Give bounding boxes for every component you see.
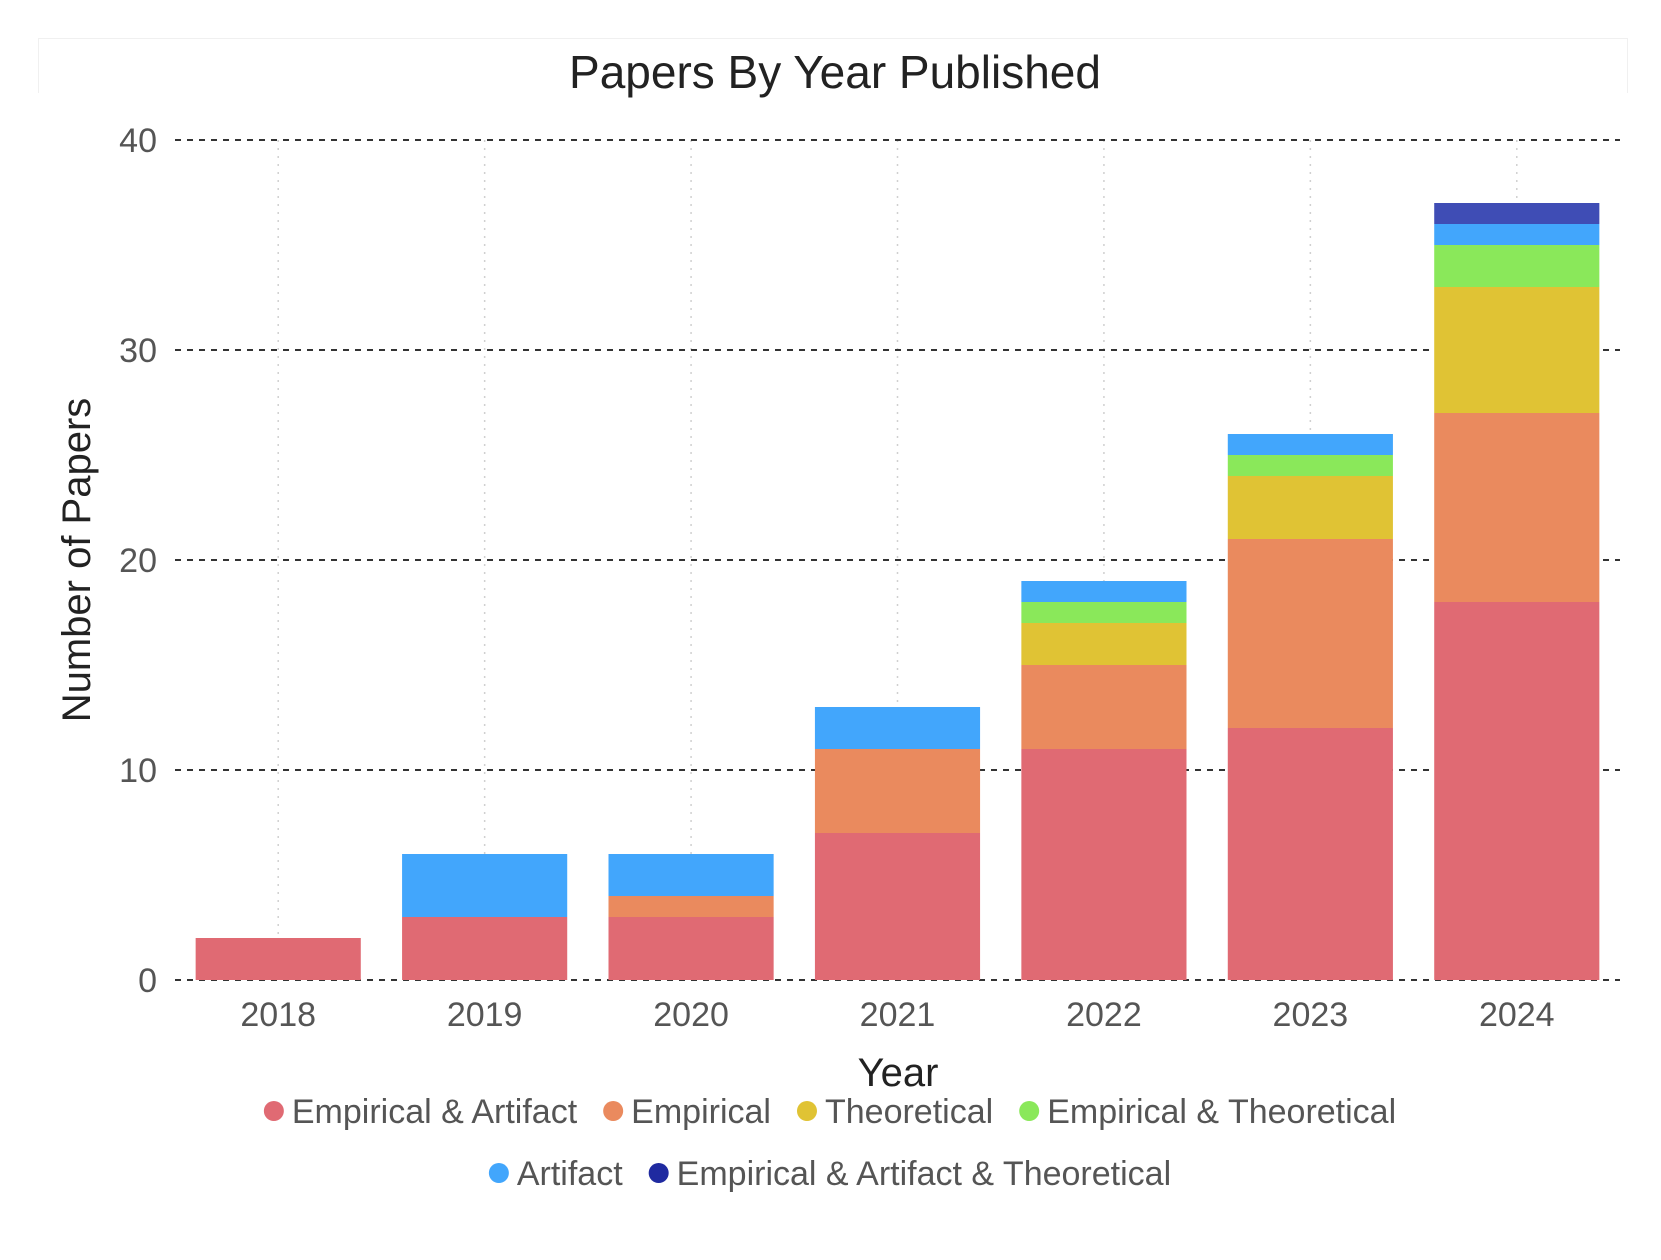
bar-2024-artifact — [1434, 224, 1600, 245]
bar-2023-empirical — [1227, 539, 1393, 728]
bar-2022-theoretical — [1021, 623, 1187, 665]
bar-2024-empirical-and-theoretical — [1434, 245, 1600, 287]
legend-marker-empirical-and-artifact-and-theoretical — [648, 1163, 669, 1183]
x-tick-2019: 2019 — [447, 996, 523, 1034]
x-tick-2018: 2018 — [240, 996, 316, 1034]
bars — [195, 203, 1600, 980]
legend: Empirical & Artifact Empirical Theoretical… — [263, 1093, 1396, 1193]
legend-marker-empirical-and-theoretical — [1019, 1101, 1040, 1121]
legend-item-empirical-and-theoretical: Empirical & Theoretical — [1019, 1093, 1396, 1131]
chart-title: Papers By Year Published — [569, 46, 1101, 98]
bar-2024-empirical — [1434, 413, 1600, 602]
legend-item-empirical-and-artifact: Empirical & Artifact — [263, 1093, 578, 1131]
bar-2024-theoretical — [1434, 287, 1600, 413]
x-axis-title: Year — [858, 1051, 939, 1095]
legend-marker-artifact — [488, 1163, 509, 1183]
bar-2021-empirical-and-artifact — [814, 833, 981, 980]
legend-label-empirical-and-artifact: Empirical & Artifact — [292, 1093, 578, 1131]
y-tick-labels: 0 10 20 30 40 — [119, 122, 157, 1000]
bar-2022-artifact — [1021, 581, 1187, 602]
bar-2023-artifact — [1227, 434, 1393, 455]
bar-2023-empirical-and-theoretical — [1227, 455, 1393, 476]
bar-2020-empirical — [608, 896, 774, 917]
legend-item-artifact: Artifact — [488, 1155, 623, 1193]
legend-label-empirical-and-artifact-and-theoretical: Empirical & Artifact & Theoretical — [677, 1155, 1171, 1193]
legend-label-theoretical: Theoretical — [825, 1093, 993, 1131]
bar-2024-empirical-and-artifact-and-theoretical — [1434, 203, 1600, 224]
bar-2022-empirical-and-artifact — [1021, 749, 1187, 980]
x-tick-labels: 2018 2019 2020 2021 2022 2023 2024 — [240, 996, 1554, 1034]
chart-frame — [38, 38, 1628, 93]
legend-label-empirical-and-theoretical: Empirical & Theoretical — [1047, 1093, 1396, 1131]
x-tick-2022: 2022 — [1066, 996, 1142, 1034]
x-tick-2020: 2020 — [653, 996, 729, 1034]
bar-2021-artifact — [814, 707, 981, 749]
legend-marker-theoretical — [796, 1101, 817, 1121]
legend-marker-empirical — [603, 1101, 624, 1121]
y-tick-40: 40 — [119, 122, 157, 160]
bar-2022-empirical-and-theoretical — [1021, 602, 1187, 623]
y-tick-30: 30 — [119, 332, 157, 370]
bar-2019-empirical-and-artifact — [402, 917, 568, 980]
legend-marker-empirical-and-artifact — [263, 1101, 284, 1121]
legend-item-theoretical: Theoretical — [796, 1093, 993, 1131]
bar-2020-empirical-and-artifact — [608, 917, 774, 980]
x-tick-2021: 2021 — [860, 996, 936, 1034]
bar-2019-artifact — [402, 854, 568, 917]
y-axis-title: Number of Papers — [55, 398, 99, 723]
bar-2018-empirical-and-artifact — [195, 938, 361, 980]
bar-2021-empirical — [814, 749, 981, 833]
bar-2023-theoretical — [1227, 476, 1393, 539]
legend-label-empirical: Empirical — [631, 1093, 771, 1131]
y-tick-20: 20 — [119, 542, 157, 580]
bar-2020-artifact — [608, 854, 774, 896]
legend-label-artifact: Artifact — [517, 1155, 623, 1193]
bar-2023-empirical-and-artifact — [1227, 728, 1393, 980]
bar-2024-empirical-and-artifact — [1434, 602, 1600, 980]
bar-2022-empirical — [1021, 665, 1187, 749]
x-tick-2024: 2024 — [1479, 996, 1555, 1034]
y-tick-10: 10 — [119, 752, 157, 790]
legend-item-empirical: Empirical — [603, 1093, 771, 1131]
y-tick-0: 0 — [138, 962, 157, 1000]
legend-item-empirical-and-artifact-and-theoretical: Empirical & Artifact & Theoretical — [648, 1155, 1171, 1193]
x-tick-2023: 2023 — [1273, 996, 1349, 1034]
